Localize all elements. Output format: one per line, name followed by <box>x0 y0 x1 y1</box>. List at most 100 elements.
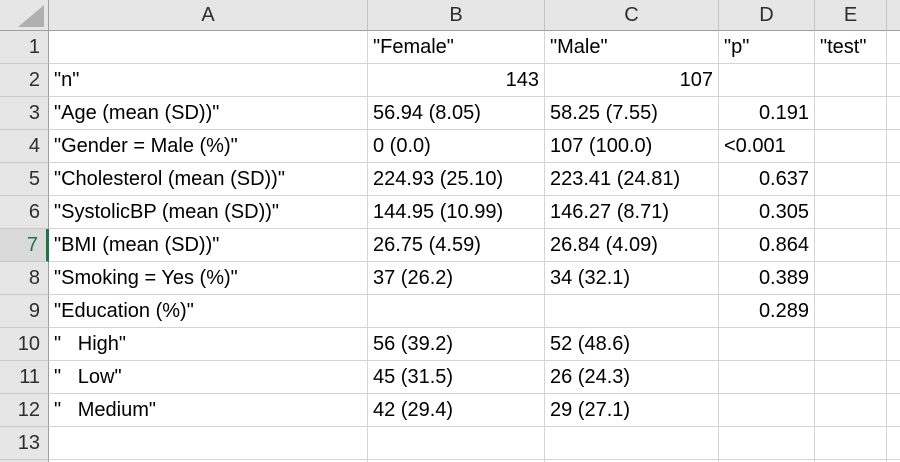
cell-f8-partial[interactable] <box>887 262 900 295</box>
cell-d8[interactable]: 0.389 <box>719 262 815 295</box>
cell-b4[interactable]: 0 (0.0) <box>368 130 545 163</box>
column-header-d[interactable]: D <box>719 0 815 31</box>
cell-c5[interactable]: 223.41 (24.81) <box>545 163 719 196</box>
cell-e1[interactable]: "test" <box>815 31 887 64</box>
cell-d11[interactable] <box>719 361 815 394</box>
cell-c2[interactable]: 107 <box>545 64 719 97</box>
cell-f12-partial[interactable] <box>887 394 900 427</box>
cell-a10[interactable]: " High" <box>49 328 368 361</box>
row-header-11[interactable]: 11 <box>0 361 49 394</box>
cell-e11[interactable] <box>815 361 887 394</box>
cell-a2[interactable]: "n" <box>49 64 368 97</box>
cell-e4[interactable] <box>815 130 887 163</box>
cell-a3[interactable]: "Age (mean (SD))" <box>49 97 368 130</box>
cell-b3[interactable]: 56.94 (8.05) <box>368 97 545 130</box>
cell-e6[interactable] <box>815 196 887 229</box>
cell-f5-partial[interactable] <box>887 163 900 196</box>
cell-e12[interactable] <box>815 394 887 427</box>
cell-c1[interactable]: "Male" <box>545 31 719 64</box>
cell-e9[interactable] <box>815 295 887 328</box>
cell-f10-partial[interactable] <box>887 328 900 361</box>
select-all-button[interactable] <box>0 0 49 31</box>
row-header-12[interactable]: 12 <box>0 394 49 427</box>
column-header-e[interactable]: E <box>815 0 887 31</box>
cell-b1[interactable]: "Female" <box>368 31 545 64</box>
cell-f11-partial[interactable] <box>887 361 900 394</box>
cell-c13[interactable] <box>545 427 719 460</box>
column-header-a[interactable]: A <box>49 0 368 31</box>
cell-c6[interactable]: 146.27 (8.71) <box>545 196 719 229</box>
cell-b12[interactable]: 42 (29.4) <box>368 394 545 427</box>
cell-a6[interactable]: "SystolicBP (mean (SD))" <box>49 196 368 229</box>
cell-a4[interactable]: "Gender = Male (%)" <box>49 130 368 163</box>
cell-e13[interactable] <box>815 427 887 460</box>
cell-d9[interactable]: 0.289 <box>719 295 815 328</box>
cell-f6-partial[interactable] <box>887 196 900 229</box>
cell-c10[interactable]: 52 (48.6) <box>545 328 719 361</box>
row-header-3[interactable]: 3 <box>0 97 49 130</box>
cell-f2-partial[interactable] <box>887 64 900 97</box>
cell-a5[interactable]: "Cholesterol (mean (SD))" <box>49 163 368 196</box>
cell-f1-partial[interactable] <box>887 31 900 64</box>
cell-b8[interactable]: 37 (26.2) <box>368 262 545 295</box>
row-header-6[interactable]: 6 <box>0 196 49 229</box>
cell-a12[interactable]: " Medium" <box>49 394 368 427</box>
cell-e5[interactable] <box>815 163 887 196</box>
cell-a9[interactable]: "Education (%)" <box>49 295 368 328</box>
cell-e14-partial[interactable] <box>815 460 887 462</box>
column-header-b[interactable]: B <box>368 0 545 31</box>
row-header-2[interactable]: 2 <box>0 64 49 97</box>
cell-c12[interactable]: 29 (27.1) <box>545 394 719 427</box>
cell-e7[interactable] <box>815 229 887 262</box>
row-header-8[interactable]: 8 <box>0 262 49 295</box>
cell-a14-partial[interactable] <box>49 460 368 462</box>
row-header-5[interactable]: 5 <box>0 163 49 196</box>
row-header-14-partial[interactable] <box>0 460 49 462</box>
cell-b6[interactable]: 144.95 (10.99) <box>368 196 545 229</box>
cell-b9[interactable] <box>368 295 545 328</box>
cell-d3[interactable]: 0.191 <box>719 97 815 130</box>
column-header-f-partial[interactable] <box>887 0 900 31</box>
row-header-7[interactable]: 7 <box>0 229 49 262</box>
cell-d6[interactable]: 0.305 <box>719 196 815 229</box>
cell-d14-partial[interactable] <box>719 460 815 462</box>
cell-f13-partial[interactable] <box>887 427 900 460</box>
cell-b10[interactable]: 56 (39.2) <box>368 328 545 361</box>
cell-f14-partial[interactable] <box>887 460 900 462</box>
cell-d4[interactable]: <0.001 <box>719 130 815 163</box>
cell-e10[interactable] <box>815 328 887 361</box>
cell-d13[interactable] <box>719 427 815 460</box>
cell-c14-partial[interactable] <box>545 460 719 462</box>
cell-d1[interactable]: "p" <box>719 31 815 64</box>
cell-e8[interactable] <box>815 262 887 295</box>
cell-f3-partial[interactable] <box>887 97 900 130</box>
cell-a7[interactable]: "BMI (mean (SD))" <box>49 229 368 262</box>
cell-a1[interactable] <box>49 31 368 64</box>
cell-c3[interactable]: 58.25 (7.55) <box>545 97 719 130</box>
row-header-10[interactable]: 10 <box>0 328 49 361</box>
cell-c11[interactable]: 26 (24.3) <box>545 361 719 394</box>
cell-e2[interactable] <box>815 64 887 97</box>
cell-c9[interactable] <box>545 295 719 328</box>
cell-b13[interactable] <box>368 427 545 460</box>
cell-d5[interactable]: 0.637 <box>719 163 815 196</box>
row-header-4[interactable]: 4 <box>0 130 49 163</box>
row-header-1[interactable]: 1 <box>0 31 49 64</box>
cell-c8[interactable]: 34 (32.1) <box>545 262 719 295</box>
cell-a13[interactable] <box>49 427 368 460</box>
cell-b11[interactable]: 45 (31.5) <box>368 361 545 394</box>
cell-f4-partial[interactable] <box>887 130 900 163</box>
cell-d7[interactable]: 0.864 <box>719 229 815 262</box>
cell-a11[interactable]: " Low" <box>49 361 368 394</box>
row-header-13[interactable]: 13 <box>0 427 49 460</box>
cell-b14-partial[interactable] <box>368 460 545 462</box>
row-header-9[interactable]: 9 <box>0 295 49 328</box>
cell-a8[interactable]: "Smoking = Yes (%)" <box>49 262 368 295</box>
cell-b5[interactable]: 224.93 (25.10) <box>368 163 545 196</box>
cell-f9-partial[interactable] <box>887 295 900 328</box>
cell-b7[interactable]: 26.75 (4.59) <box>368 229 545 262</box>
cell-f7-partial[interactable] <box>887 229 900 262</box>
cell-d10[interactable] <box>719 328 815 361</box>
cell-d2[interactable] <box>719 64 815 97</box>
cell-c4[interactable]: 107 (100.0) <box>545 130 719 163</box>
